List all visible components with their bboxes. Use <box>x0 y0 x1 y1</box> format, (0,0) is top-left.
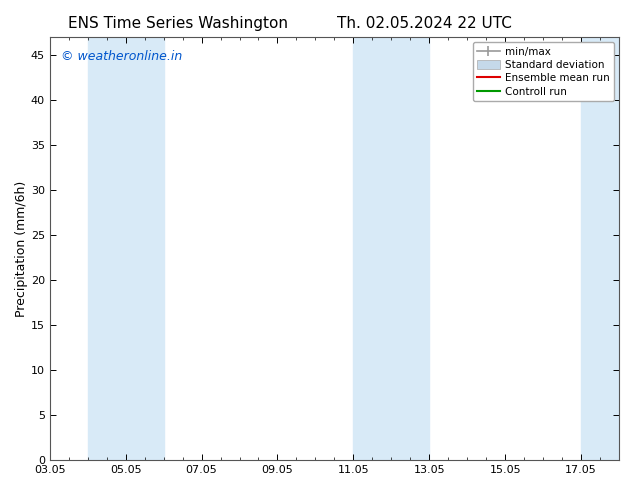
Bar <box>581 37 619 460</box>
Text: Th. 02.05.2024 22 UTC: Th. 02.05.2024 22 UTC <box>337 16 512 31</box>
Bar <box>87 37 164 460</box>
Bar <box>353 37 429 460</box>
Y-axis label: Precipitation (mm/6h): Precipitation (mm/6h) <box>15 180 28 317</box>
Text: ENS Time Series Washington: ENS Time Series Washington <box>67 16 288 31</box>
Text: © weatheronline.in: © weatheronline.in <box>61 50 183 63</box>
Legend: min/max, Standard deviation, Ensemble mean run, Controll run: min/max, Standard deviation, Ensemble me… <box>472 42 614 101</box>
